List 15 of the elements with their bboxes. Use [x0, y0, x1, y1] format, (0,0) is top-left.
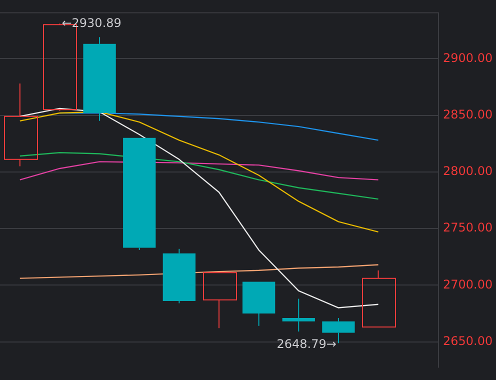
y-tick-label: 2650.00 — [443, 334, 493, 348]
y-tick-label: 2900.00 — [443, 50, 493, 65]
candlestick — [203, 272, 237, 329]
y-tick-label: 2700.00 — [443, 277, 493, 292]
annotation: ←2930.89 — [62, 16, 122, 30]
y-tick-label: 2850.00 — [443, 107, 493, 122]
y-tick-label: 2750.00 — [443, 220, 493, 235]
candlestick — [83, 36, 116, 122]
y-tick-label: 2800.00 — [443, 164, 493, 178]
candlestick — [362, 270, 396, 328]
annotation: 2648.79→ — [276, 337, 336, 352]
candlestick — [242, 282, 276, 326]
candlestick — [4, 83, 38, 167]
candlestick — [162, 248, 196, 304]
candlestick — [282, 298, 315, 332]
